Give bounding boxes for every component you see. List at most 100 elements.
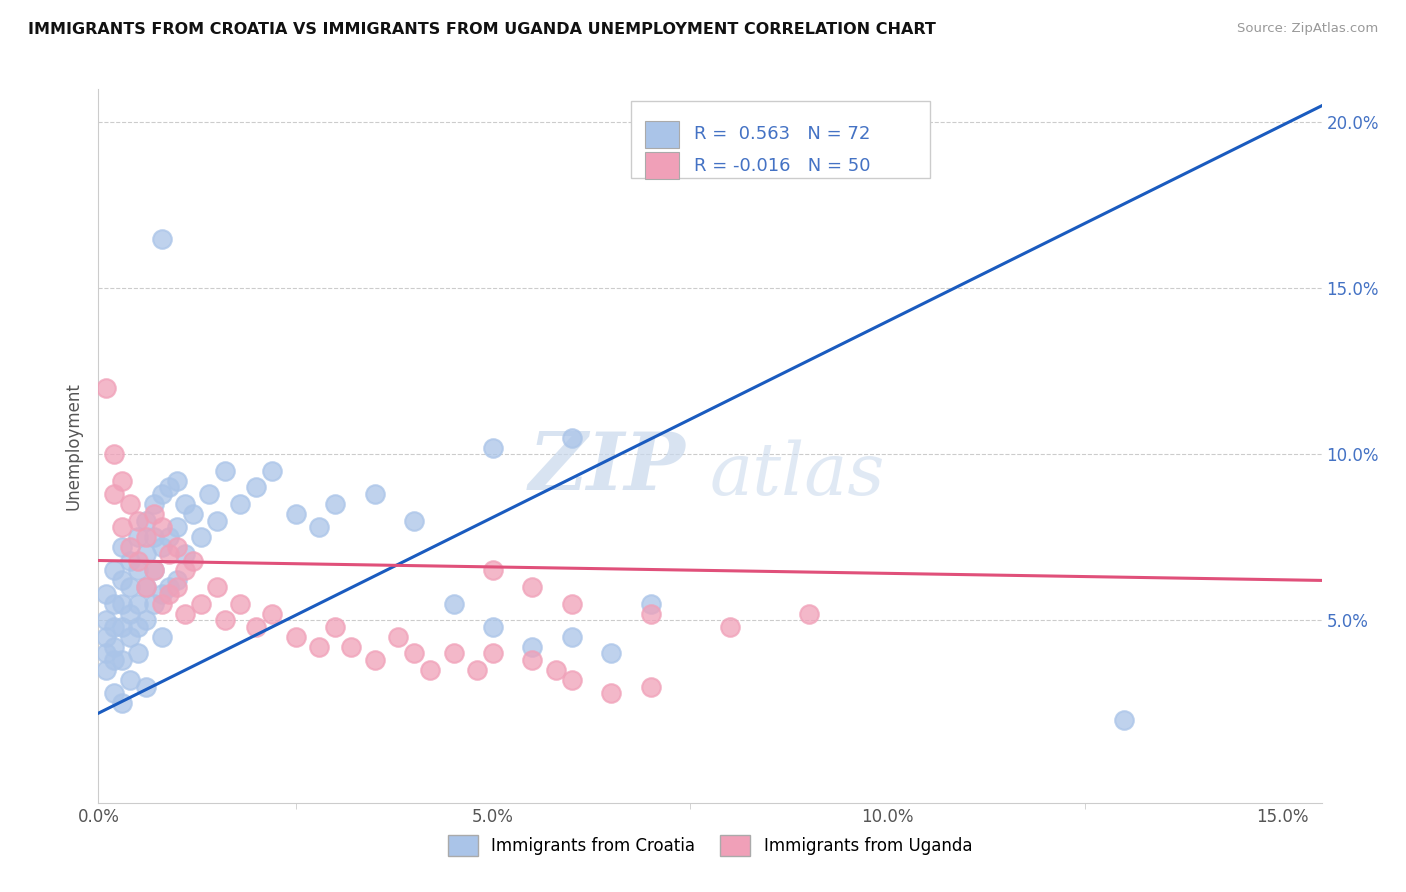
Point	[159, 580, 181, 594]
Point	[118, 497, 141, 511]
Point	[308, 520, 330, 534]
Point	[363, 487, 385, 501]
Point	[127, 620, 149, 634]
Point	[111, 520, 134, 534]
Point	[135, 613, 157, 627]
Text: ZIP: ZIP	[529, 429, 686, 506]
Point	[111, 597, 134, 611]
Point	[522, 653, 544, 667]
Point	[150, 587, 173, 601]
Point	[150, 487, 173, 501]
Point	[96, 381, 118, 395]
Point	[103, 487, 125, 501]
Point	[190, 530, 212, 544]
Point	[166, 520, 188, 534]
Text: R =  0.563   N = 72: R = 0.563 N = 72	[695, 125, 870, 143]
Point	[166, 474, 188, 488]
Point	[127, 553, 149, 567]
FancyBboxPatch shape	[630, 102, 931, 178]
Point	[323, 497, 346, 511]
Point	[229, 597, 252, 611]
Point	[135, 580, 157, 594]
Point	[103, 653, 125, 667]
Point	[340, 640, 363, 654]
Point	[103, 640, 125, 654]
Point	[142, 530, 165, 544]
Point	[127, 564, 149, 578]
Point	[419, 663, 441, 677]
FancyBboxPatch shape	[645, 152, 679, 179]
Point	[404, 647, 426, 661]
Point	[600, 647, 623, 661]
Point	[284, 630, 307, 644]
Point	[482, 564, 505, 578]
Point	[718, 620, 741, 634]
Legend: Immigrants from Croatia, Immigrants from Uganda: Immigrants from Croatia, Immigrants from…	[441, 829, 979, 863]
Point	[465, 663, 488, 677]
Point	[142, 564, 165, 578]
Point	[284, 507, 307, 521]
Point	[96, 630, 118, 644]
Point	[640, 607, 662, 621]
Point	[323, 620, 346, 634]
Text: R = -0.016   N = 50: R = -0.016 N = 50	[695, 157, 870, 175]
Point	[111, 540, 134, 554]
Point	[150, 231, 173, 245]
Point	[404, 514, 426, 528]
Point	[522, 580, 544, 594]
Point	[260, 607, 283, 621]
Point	[159, 530, 181, 544]
Point	[135, 680, 157, 694]
Point	[127, 530, 149, 544]
Point	[174, 497, 197, 511]
Point	[546, 663, 568, 677]
Point	[214, 464, 236, 478]
Point	[198, 487, 221, 501]
Point	[190, 597, 212, 611]
Point	[150, 520, 173, 534]
Point	[166, 540, 188, 554]
Point	[166, 574, 188, 588]
Point	[103, 686, 125, 700]
Point	[111, 653, 134, 667]
Point	[103, 564, 125, 578]
Point	[111, 620, 134, 634]
Point	[166, 580, 188, 594]
Point	[561, 597, 583, 611]
Point	[118, 673, 141, 687]
Point	[159, 547, 181, 561]
Point	[561, 630, 583, 644]
Point	[522, 640, 544, 654]
Text: Source: ZipAtlas.com: Source: ZipAtlas.com	[1237, 22, 1378, 36]
Point	[797, 607, 820, 621]
Point	[482, 647, 505, 661]
Point	[174, 607, 197, 621]
Point	[111, 574, 134, 588]
Point	[96, 587, 118, 601]
Point	[561, 673, 583, 687]
Text: IMMIGRANTS FROM CROATIA VS IMMIGRANTS FROM UGANDA UNEMPLOYMENT CORRELATION CHART: IMMIGRANTS FROM CROATIA VS IMMIGRANTS FR…	[28, 22, 936, 37]
Point	[443, 647, 465, 661]
Point	[181, 553, 204, 567]
Y-axis label: Unemployment: Unemployment	[65, 382, 83, 510]
FancyBboxPatch shape	[645, 120, 679, 148]
Point	[96, 663, 118, 677]
Point	[260, 464, 283, 478]
Point	[127, 597, 149, 611]
Point	[118, 630, 141, 644]
Point	[159, 587, 181, 601]
Point	[308, 640, 330, 654]
Point	[363, 653, 385, 667]
Point	[387, 630, 409, 644]
Point	[142, 564, 165, 578]
Point	[118, 540, 141, 554]
Point	[159, 481, 181, 495]
Point	[103, 597, 125, 611]
Point	[150, 630, 173, 644]
Point	[142, 507, 165, 521]
Point	[111, 696, 134, 710]
Point	[118, 580, 141, 594]
Point	[118, 553, 141, 567]
Point	[837, 132, 859, 146]
Point	[135, 580, 157, 594]
